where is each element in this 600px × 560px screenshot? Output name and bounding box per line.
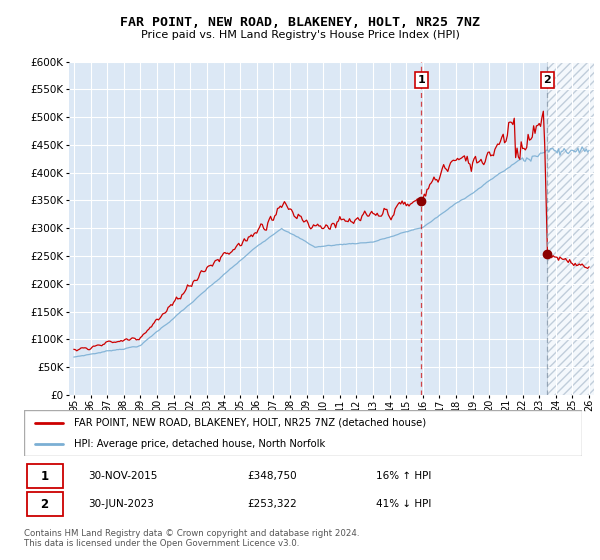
- Text: 30-JUN-2023: 30-JUN-2023: [88, 499, 154, 509]
- Text: Price paid vs. HM Land Registry's House Price Index (HPI): Price paid vs. HM Land Registry's House …: [140, 30, 460, 40]
- Text: 1: 1: [418, 75, 425, 85]
- Text: £253,322: £253,322: [247, 499, 297, 509]
- Text: FAR POINT, NEW ROAD, BLAKENEY, HOLT, NR25 7NZ: FAR POINT, NEW ROAD, BLAKENEY, HOLT, NR2…: [120, 16, 480, 29]
- Text: Contains HM Land Registry data © Crown copyright and database right 2024.
This d: Contains HM Land Registry data © Crown c…: [24, 529, 359, 548]
- Text: 16% ↑ HPI: 16% ↑ HPI: [376, 471, 431, 481]
- Bar: [547, 62, 594, 395]
- Text: HPI: Average price, detached house, North Norfolk: HPI: Average price, detached house, Nort…: [74, 439, 325, 449]
- Text: 2: 2: [544, 75, 551, 85]
- Bar: [27, 464, 63, 488]
- Bar: [27, 492, 63, 516]
- Text: £348,750: £348,750: [247, 471, 297, 481]
- Text: 30-NOV-2015: 30-NOV-2015: [88, 471, 158, 481]
- Text: FAR POINT, NEW ROAD, BLAKENEY, HOLT, NR25 7NZ (detached house): FAR POINT, NEW ROAD, BLAKENEY, HOLT, NR2…: [74, 418, 427, 428]
- Text: 2: 2: [41, 497, 49, 511]
- Text: 41% ↓ HPI: 41% ↓ HPI: [376, 499, 431, 509]
- Text: 1: 1: [41, 469, 49, 483]
